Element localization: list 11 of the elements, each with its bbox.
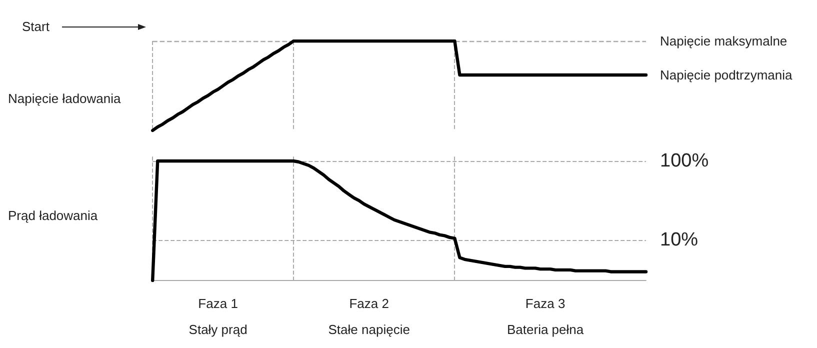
y-tick-label: 10% [660, 230, 698, 251]
series-label: Napięcie podtrzymania [660, 68, 794, 83]
y-axis-title: Napięcie ładowania [8, 91, 122, 106]
y-tick-label: 100% [660, 150, 709, 172]
x-tick-label: Faza 1 Stały prąd [188, 296, 248, 337]
ref-line-label: Napięcie maksymalne [660, 34, 788, 48]
line-series [151, 159, 648, 282]
x-tick-label: Faza 2 Stałe napięcie [328, 296, 410, 337]
y-axis-title: Prąd ładowania [8, 208, 98, 223]
x-tick-label: Faza 3 Bateria pełna [506, 296, 584, 337]
text: Start [22, 19, 50, 34]
